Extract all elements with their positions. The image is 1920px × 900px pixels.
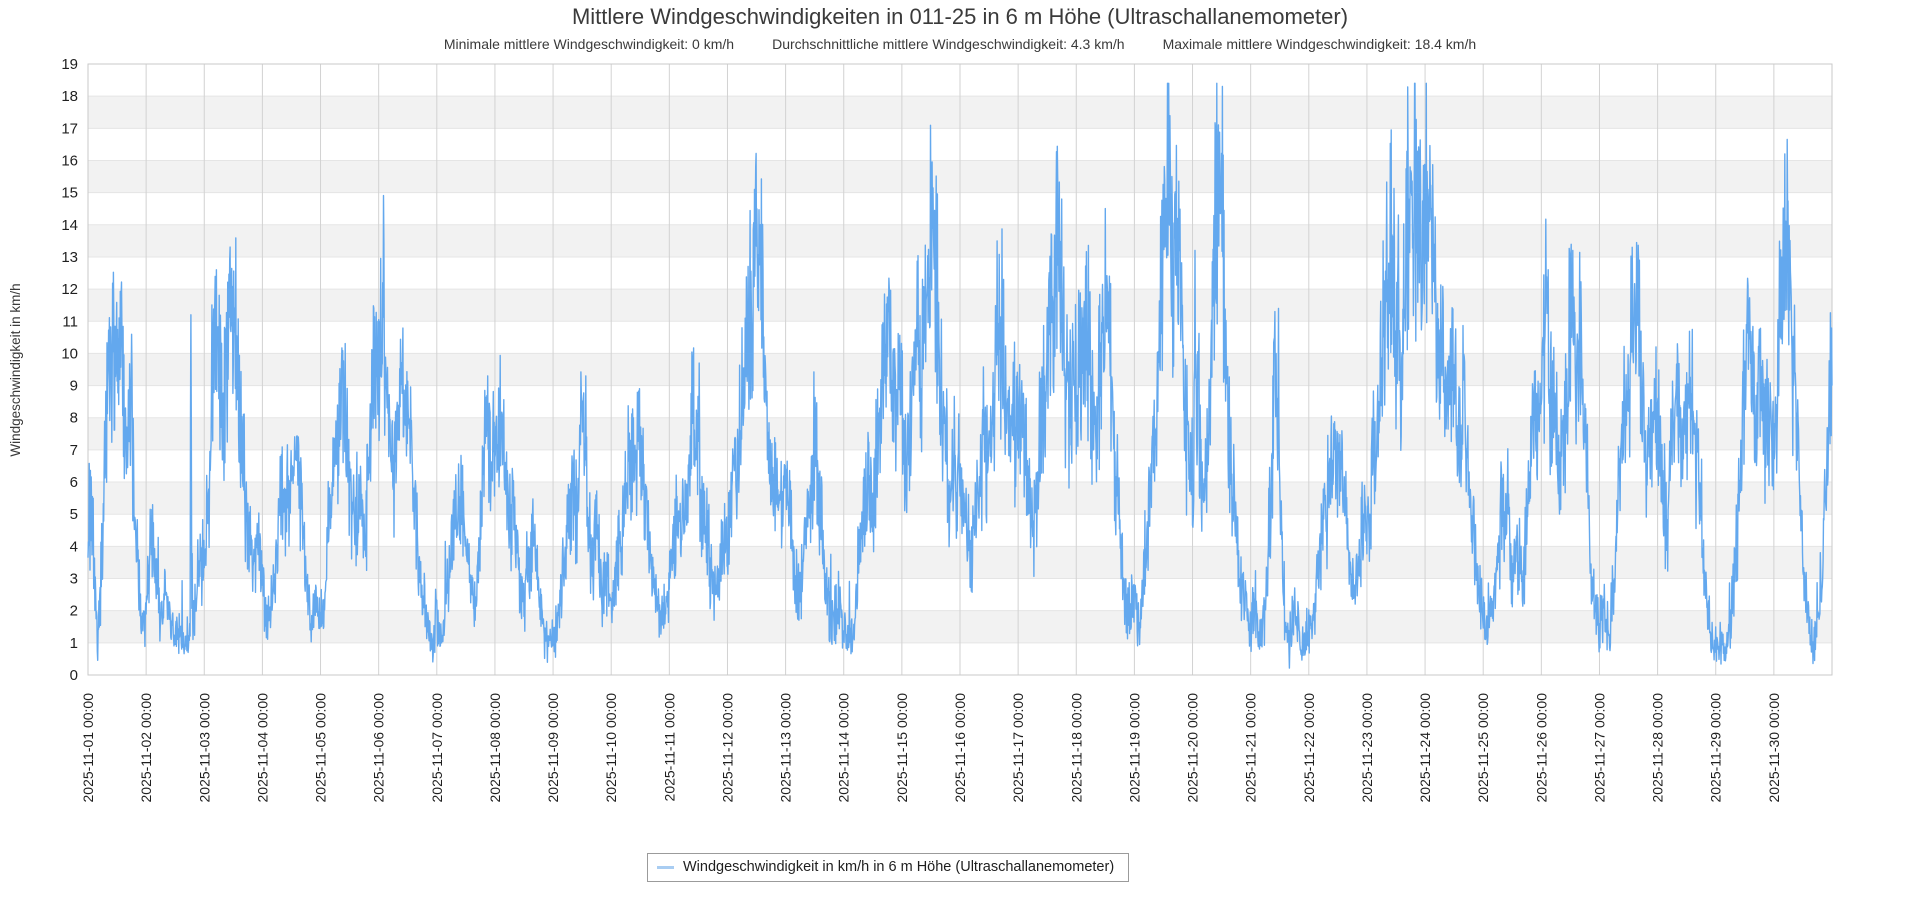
- subtitle-max-windspeed: Maximale mittlere Windgeschwindigkeit: 1…: [1162, 36, 1477, 52]
- svg-text:2025-11-22 00:00: 2025-11-22 00:00: [1301, 693, 1317, 803]
- svg-text:1: 1: [70, 635, 78, 652]
- svg-text:3: 3: [70, 571, 78, 588]
- svg-text:8: 8: [70, 410, 78, 427]
- svg-text:2025-11-12 00:00: 2025-11-12 00:00: [720, 693, 736, 803]
- svg-text:2025-11-03 00:00: 2025-11-03 00:00: [196, 693, 212, 803]
- svg-text:2025-11-14 00:00: 2025-11-14 00:00: [836, 693, 852, 803]
- svg-text:17: 17: [61, 120, 78, 137]
- svg-text:2025-11-23 00:00: 2025-11-23 00:00: [1359, 693, 1375, 803]
- svg-text:2025-11-19 00:00: 2025-11-19 00:00: [1126, 693, 1142, 803]
- svg-text:16: 16: [61, 153, 78, 170]
- svg-text:0: 0: [70, 667, 78, 684]
- svg-text:2025-11-29 00:00: 2025-11-29 00:00: [1708, 693, 1724, 803]
- svg-text:13: 13: [61, 249, 78, 266]
- svg-text:2025-11-15 00:00: 2025-11-15 00:00: [894, 693, 910, 803]
- svg-text:2025-11-28 00:00: 2025-11-28 00:00: [1650, 693, 1666, 803]
- svg-text:15: 15: [61, 185, 78, 202]
- svg-text:7: 7: [70, 442, 78, 459]
- svg-text:2025-11-06 00:00: 2025-11-06 00:00: [371, 693, 387, 803]
- svg-text:2025-11-21 00:00: 2025-11-21 00:00: [1243, 693, 1259, 803]
- svg-text:6: 6: [70, 474, 78, 491]
- svg-text:2025-11-17 00:00: 2025-11-17 00:00: [1010, 693, 1026, 803]
- svg-text:2: 2: [70, 603, 78, 620]
- svg-text:2025-11-20 00:00: 2025-11-20 00:00: [1185, 693, 1201, 803]
- svg-text:2025-11-13 00:00: 2025-11-13 00:00: [778, 693, 794, 803]
- svg-text:2025-11-04 00:00: 2025-11-04 00:00: [254, 693, 270, 803]
- svg-text:18: 18: [61, 88, 78, 105]
- svg-text:2025-11-25 00:00: 2025-11-25 00:00: [1475, 693, 1491, 803]
- svg-text:5: 5: [70, 506, 78, 523]
- svg-text:2025-11-30 00:00: 2025-11-30 00:00: [1766, 693, 1782, 803]
- legend-item-windspeed[interactable]: Windgeschwindigkeit in km/h in 6 m Höhe …: [647, 853, 1130, 882]
- svg-text:2025-11-27 00:00: 2025-11-27 00:00: [1592, 693, 1608, 803]
- svg-text:2025-11-07 00:00: 2025-11-07 00:00: [429, 693, 445, 803]
- subtitle-min-windspeed: Minimale mittlere Windgeschwindigkeit: 0…: [443, 36, 735, 52]
- svg-text:2025-11-24 00:00: 2025-11-24 00:00: [1417, 693, 1433, 803]
- svg-text:2025-11-16 00:00: 2025-11-16 00:00: [952, 693, 968, 803]
- svg-text:2025-11-11 00:00: 2025-11-11 00:00: [661, 693, 677, 802]
- chart-title: Mittlere Windgeschwindigkeiten in 011-25…: [571, 4, 1349, 29]
- svg-text:2025-11-09 00:00: 2025-11-09 00:00: [545, 693, 561, 803]
- svg-text:12: 12: [61, 281, 78, 298]
- legend-line-marker-icon: [657, 865, 674, 869]
- chart-subtitle: Minimale mittlere Windgeschwindigkeit: 0…: [0, 36, 1920, 52]
- svg-text:4: 4: [70, 538, 78, 555]
- svg-text:11: 11: [62, 313, 78, 330]
- svg-text:2025-11-01 00:00: 2025-11-01 00:00: [80, 693, 96, 803]
- chart-plot-area: 0123456789101112131415161718192025-11-01…: [61, 56, 1833, 803]
- svg-text:2025-11-08 00:00: 2025-11-08 00:00: [487, 693, 503, 803]
- svg-text:2025-11-05 00:00: 2025-11-05 00:00: [313, 693, 329, 803]
- svg-text:9: 9: [70, 378, 78, 395]
- svg-text:2025-11-10 00:00: 2025-11-10 00:00: [603, 693, 619, 803]
- subtitle-avg-windspeed: Durchschnittliche mittlere Windgeschwind…: [772, 36, 1125, 52]
- legend-label: Windgeschwindigkeit in km/h in 6 m Höhe …: [683, 859, 1115, 875]
- svg-text:10: 10: [61, 345, 78, 362]
- svg-text:2025-11-02 00:00: 2025-11-02 00:00: [138, 693, 154, 803]
- y-axis-title: Windgeschwindigkeit in km/h: [8, 283, 23, 456]
- svg-text:2025-11-18 00:00: 2025-11-18 00:00: [1068, 693, 1084, 803]
- svg-text:2025-11-26 00:00: 2025-11-26 00:00: [1533, 693, 1549, 803]
- svg-text:14: 14: [61, 217, 78, 234]
- svg-text:19: 19: [61, 56, 78, 73]
